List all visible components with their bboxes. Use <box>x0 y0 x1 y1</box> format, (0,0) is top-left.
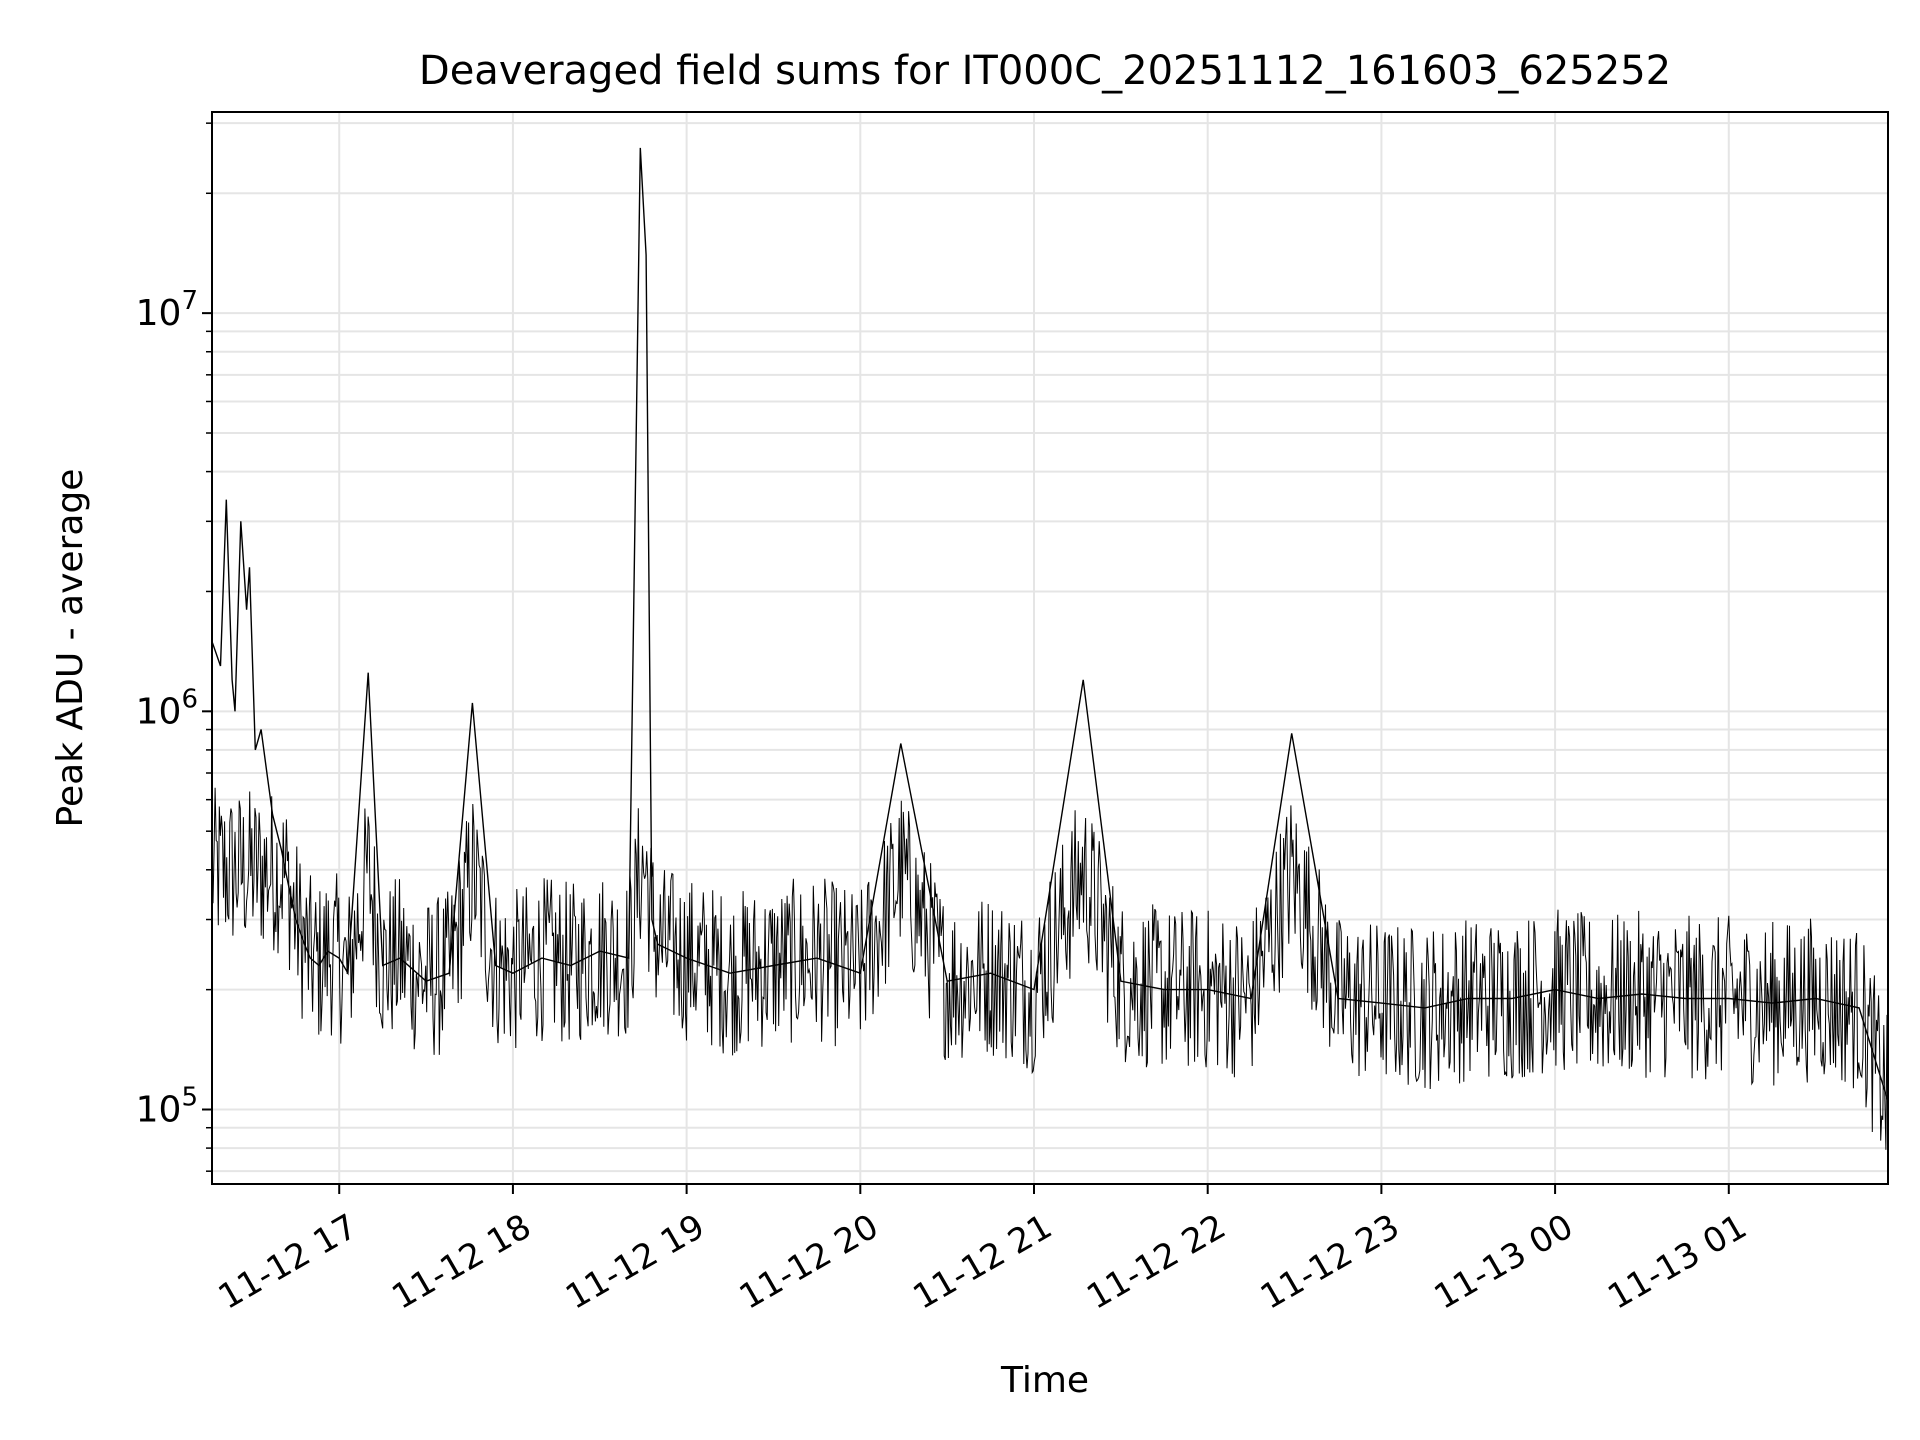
series <box>211 147 1889 1150</box>
series-noise <box>211 787 1889 1150</box>
y-axis-label: Peak ADU - average <box>50 469 91 828</box>
plot-frame <box>211 111 1889 1185</box>
grid <box>212 112 1888 1184</box>
y-tick-label: 106 <box>136 684 198 732</box>
y-tick-label: 105 <box>136 1083 198 1131</box>
chart-title: Deaveraged field sums for IT000C_2025111… <box>419 48 1671 94</box>
x-axis-label: Time <box>1000 1360 1089 1401</box>
y-tick-label: 107 <box>136 286 198 334</box>
